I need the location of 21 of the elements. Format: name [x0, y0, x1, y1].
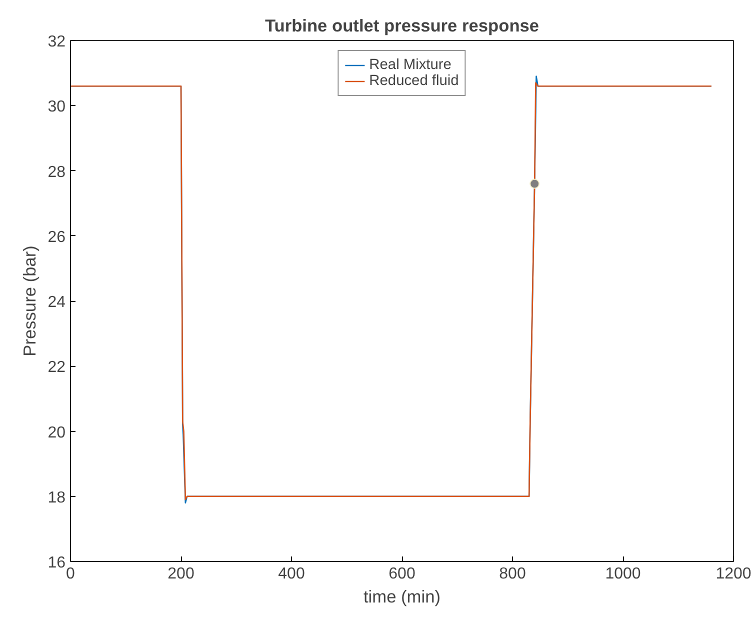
legend-label: Real Mixture — [369, 57, 452, 73]
y-tick-label: 32 — [48, 34, 66, 50]
x-tick-label: 0 — [66, 566, 76, 582]
x-tick-label: 600 — [388, 566, 416, 582]
x-tick-label: 200 — [168, 566, 194, 582]
chart-title: Turbine outlet pressure response — [264, 16, 540, 36]
y-tick-label: 24 — [48, 294, 66, 311]
x-axis-title: time (min) — [363, 586, 441, 606]
y-tick-label: 18 — [48, 489, 66, 506]
y-tick-label: 28 — [48, 164, 66, 181]
x-tick-label: 1200 — [716, 566, 752, 582]
y-tick-label: 30 — [48, 98, 66, 116]
y-tick-label: 22 — [48, 359, 66, 376]
y-tick-label: 16 — [48, 554, 66, 572]
x-tick-label: 800 — [499, 566, 526, 582]
y-axis-title: Pressure (bar) — [20, 246, 40, 356]
y-tick-label: 20 — [48, 424, 66, 442]
x-tick-label: 400 — [278, 566, 305, 582]
y-tick-label: 26 — [48, 228, 66, 246]
legend-label: Reduced fluid — [369, 73, 459, 89]
x-tick-label: 1000 — [605, 566, 641, 582]
